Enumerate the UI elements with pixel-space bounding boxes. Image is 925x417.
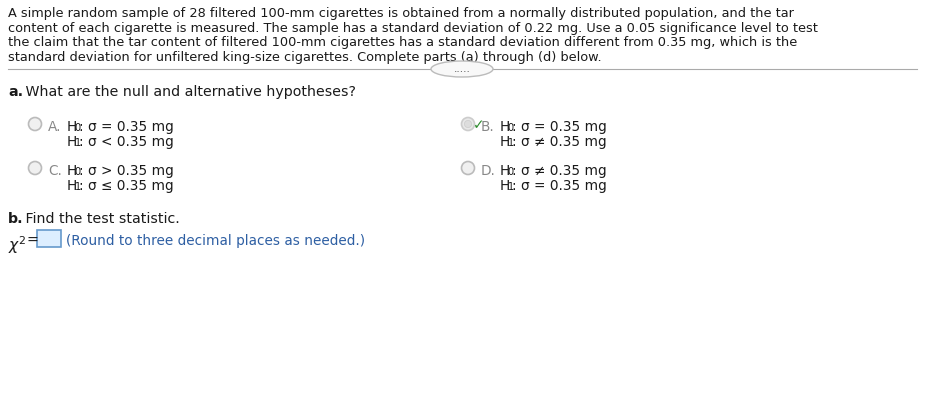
Text: 1: 1 <box>75 181 80 191</box>
Text: : σ < 0.35 mg: : σ < 0.35 mg <box>79 135 174 149</box>
Circle shape <box>29 118 42 131</box>
Circle shape <box>462 161 475 174</box>
Circle shape <box>29 161 42 174</box>
Text: D.: D. <box>481 164 496 178</box>
Text: $\chi^2$: $\chi^2$ <box>8 234 27 256</box>
Text: (Round to three decimal places as needed.): (Round to three decimal places as needed… <box>66 234 365 248</box>
Circle shape <box>464 121 472 128</box>
Text: a.: a. <box>8 85 23 99</box>
Text: 0: 0 <box>75 123 80 133</box>
Text: 0: 0 <box>75 166 80 176</box>
Text: 1: 1 <box>75 138 80 148</box>
Text: H: H <box>500 179 511 193</box>
Text: H: H <box>67 120 78 134</box>
Text: : σ = 0.35 mg: : σ = 0.35 mg <box>512 179 607 193</box>
Text: C.: C. <box>48 164 62 178</box>
Text: : σ = 0.35 mg: : σ = 0.35 mg <box>79 120 174 134</box>
Text: content of each cigarette is measured. The sample has a standard deviation of 0.: content of each cigarette is measured. T… <box>8 22 818 35</box>
Text: H: H <box>500 120 511 134</box>
Text: H: H <box>67 179 78 193</box>
Ellipse shape <box>431 61 493 77</box>
Text: standard deviation for unfiltered king-size cigarettes. Complete parts (a) throu: standard deviation for unfiltered king-s… <box>8 50 601 63</box>
Text: : σ ≠ 0.35 mg: : σ ≠ 0.35 mg <box>512 164 607 178</box>
Text: 0: 0 <box>508 123 513 133</box>
Text: =: = <box>27 234 39 248</box>
Text: H: H <box>67 164 78 178</box>
Text: What are the null and alternative hypotheses?: What are the null and alternative hypoth… <box>21 85 356 99</box>
Text: A simple random sample of 28 filtered 100-mm cigarettes is obtained from a norma: A simple random sample of 28 filtered 10… <box>8 7 794 20</box>
Circle shape <box>462 118 475 131</box>
Text: : σ ≠ 0.35 mg: : σ ≠ 0.35 mg <box>512 135 607 149</box>
Text: H: H <box>500 135 511 149</box>
Text: the claim that the tar content of filtered 100-mm cigarettes has a standard devi: the claim that the tar content of filter… <box>8 36 797 49</box>
Text: : σ = 0.35 mg: : σ = 0.35 mg <box>512 120 607 134</box>
FancyBboxPatch shape <box>37 230 61 247</box>
Text: B.: B. <box>481 120 495 134</box>
Text: 1: 1 <box>508 138 513 148</box>
Text: H: H <box>67 135 78 149</box>
Text: b.: b. <box>8 212 24 226</box>
Text: H: H <box>500 164 511 178</box>
Text: .....: ..... <box>453 64 471 74</box>
Text: : σ > 0.35 mg: : σ > 0.35 mg <box>79 164 174 178</box>
Text: 0: 0 <box>508 166 513 176</box>
Text: : σ ≤ 0.35 mg: : σ ≤ 0.35 mg <box>79 179 174 193</box>
Text: A.: A. <box>48 120 61 134</box>
Text: Find the test statistic.: Find the test statistic. <box>21 212 179 226</box>
Text: 1: 1 <box>508 181 513 191</box>
Text: ✓: ✓ <box>473 118 485 132</box>
